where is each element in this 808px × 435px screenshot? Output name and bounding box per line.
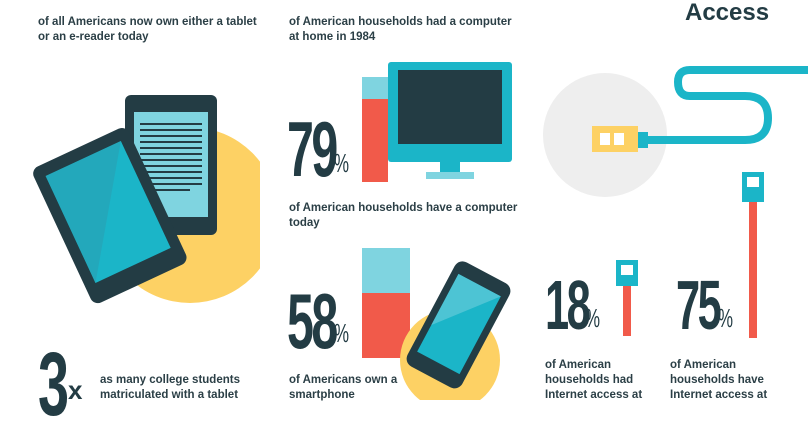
computer-today-value: 79 — [287, 105, 338, 193]
internet-now-cable — [742, 172, 764, 338]
students-caption: as many college students matriculated wi… — [100, 374, 240, 401]
smartphone-value: 58 — [287, 277, 338, 365]
smartphone-illustration — [362, 248, 511, 400]
internet-past-bar — [623, 286, 631, 336]
students-value: 3 — [38, 335, 69, 435]
internet-now-caption: of American households have Internet acc… — [670, 359, 768, 401]
ethernet-cable — [635, 66, 808, 144]
computer-today-unit: % — [334, 148, 350, 178]
internet-now-bar — [749, 202, 757, 338]
tablet-ereader-illustration — [33, 95, 260, 304]
access-title: Access — [685, 0, 770, 26]
internet-past-value: 18 — [545, 266, 591, 344]
monitor-screen — [398, 70, 502, 144]
internet-now-unit: % — [718, 303, 734, 333]
students-unit: x — [68, 375, 83, 405]
smartphone-icon — [406, 261, 511, 389]
computer-today-caption: of American households have a computer t… — [289, 202, 518, 229]
computer-1984-caption: of American households had a computer at… — [289, 16, 512, 43]
computer-bar-today — [362, 99, 388, 182]
internet-past-unit: % — [585, 303, 601, 333]
internet-past-cable — [616, 260, 638, 336]
computer-illustration — [362, 62, 512, 182]
tablet-ereader-caption: of all Americans now own either a tablet… — [38, 16, 257, 43]
smartphone-unit: % — [334, 318, 350, 348]
smartphone-caption: of Americans own a smartphone — [289, 374, 398, 401]
ethernet-illustration — [543, 66, 808, 197]
internet-now-value: 75 — [676, 266, 722, 344]
tablet-icon — [33, 128, 187, 304]
internet-past-caption: of American households had Internet acce… — [545, 359, 643, 401]
